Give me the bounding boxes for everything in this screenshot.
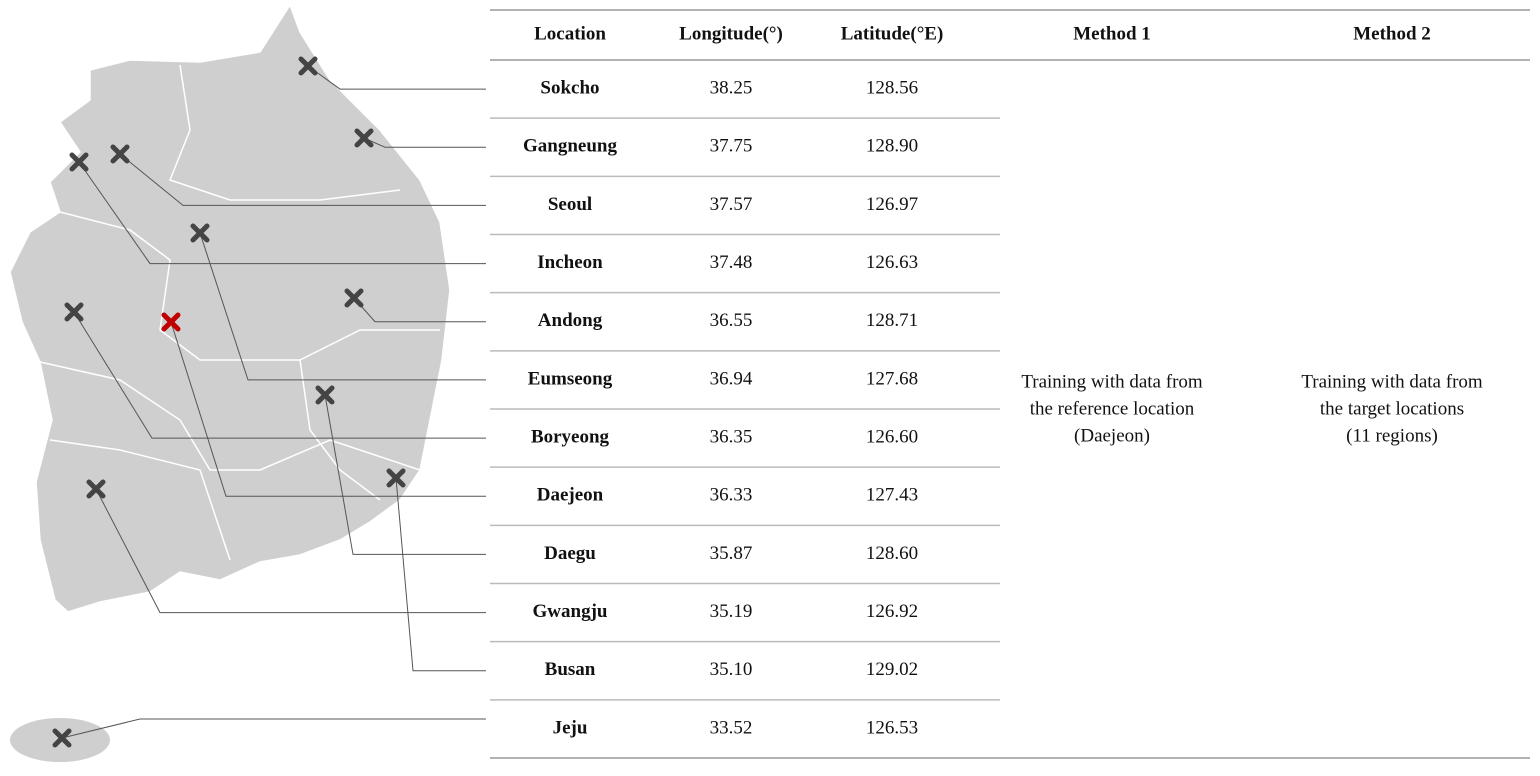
markers [52, 56, 406, 748]
cell: 36.35 [710, 426, 753, 447]
leader-line [363, 137, 486, 148]
table: Location Longitude(°) Latitude(°E) Method 1… [490, 9, 1530, 759]
cell: 128.60 [866, 543, 918, 564]
leader-line [73, 311, 486, 439]
location-marker [69, 152, 89, 172]
column-header: Latitude(°E) [841, 23, 944, 44]
method-description: (Daejeon) [1074, 425, 1150, 446]
cell: 36.55 [710, 310, 753, 331]
cell: 126.60 [866, 426, 918, 447]
location-marker [190, 223, 210, 243]
map [9, 3, 451, 762]
column-header: Method 2 [1353, 23, 1431, 44]
location-name: Jeju [553, 717, 588, 738]
cell: 126.53 [866, 717, 918, 738]
location-marker [161, 312, 181, 332]
location-name: Seoul [548, 194, 592, 215]
location-marker [86, 479, 106, 499]
cell: 126.92 [866, 601, 918, 622]
column-header: Method 1 [1073, 23, 1151, 44]
cell: 37.57 [710, 194, 753, 215]
cell: 128.56 [866, 77, 918, 98]
leader-line [307, 65, 486, 90]
province-borders [39, 64, 440, 561]
cell: 37.48 [710, 252, 753, 273]
leader-line [170, 321, 486, 497]
leader-line [324, 394, 486, 555]
cell: 36.94 [710, 368, 753, 389]
location-marker [64, 302, 84, 322]
leader-line [78, 161, 486, 265]
cell: 126.63 [866, 252, 918, 273]
column-header: Longitude(°) [679, 23, 783, 44]
column-header: Location [534, 23, 606, 44]
cell: 37.75 [710, 136, 753, 157]
location-name: Gangneung [523, 136, 617, 157]
cell: 129.02 [866, 659, 918, 680]
cell: 128.90 [866, 136, 918, 157]
method-description: (11 regions) [1346, 425, 1438, 446]
cell: 126.97 [866, 194, 918, 215]
leader-line [199, 232, 486, 381]
method-description: the target locations [1320, 398, 1464, 419]
cell: 38.25 [710, 77, 753, 98]
leader-line [61, 718, 486, 739]
cell: 35.19 [710, 601, 753, 622]
location-name: Andong [538, 310, 603, 331]
location-name: Boryeong [531, 426, 610, 447]
location-name: Sokcho [540, 77, 599, 98]
location-marker [354, 128, 374, 148]
method-description: Training with data from [1021, 371, 1203, 392]
location-name: Daegu [544, 543, 596, 564]
location-marker [52, 728, 72, 748]
location-name: Daejeon [537, 485, 604, 506]
location-name: Incheon [537, 252, 603, 273]
cell: 128.71 [866, 310, 918, 331]
cell: 127.43 [866, 485, 918, 506]
leader-line [395, 477, 486, 672]
location-marker [386, 468, 406, 488]
cell: 33.52 [710, 717, 753, 738]
method-description: Training with data from [1301, 371, 1483, 392]
cell: 35.87 [710, 543, 753, 564]
cell: 36.33 [710, 485, 753, 506]
leader-line [95, 488, 486, 614]
location-name: Busan [545, 659, 596, 680]
method-description: the reference location [1030, 398, 1195, 419]
cell: 35.10 [710, 659, 753, 680]
leader-line [119, 153, 486, 206]
location-marker [344, 288, 364, 308]
location-name: Gwangju [533, 601, 608, 622]
cell: 127.68 [866, 368, 918, 389]
location-name: Eumseong [528, 368, 613, 389]
location-marker [315, 385, 335, 405]
location-marker [298, 56, 318, 76]
location-marker [110, 144, 130, 164]
